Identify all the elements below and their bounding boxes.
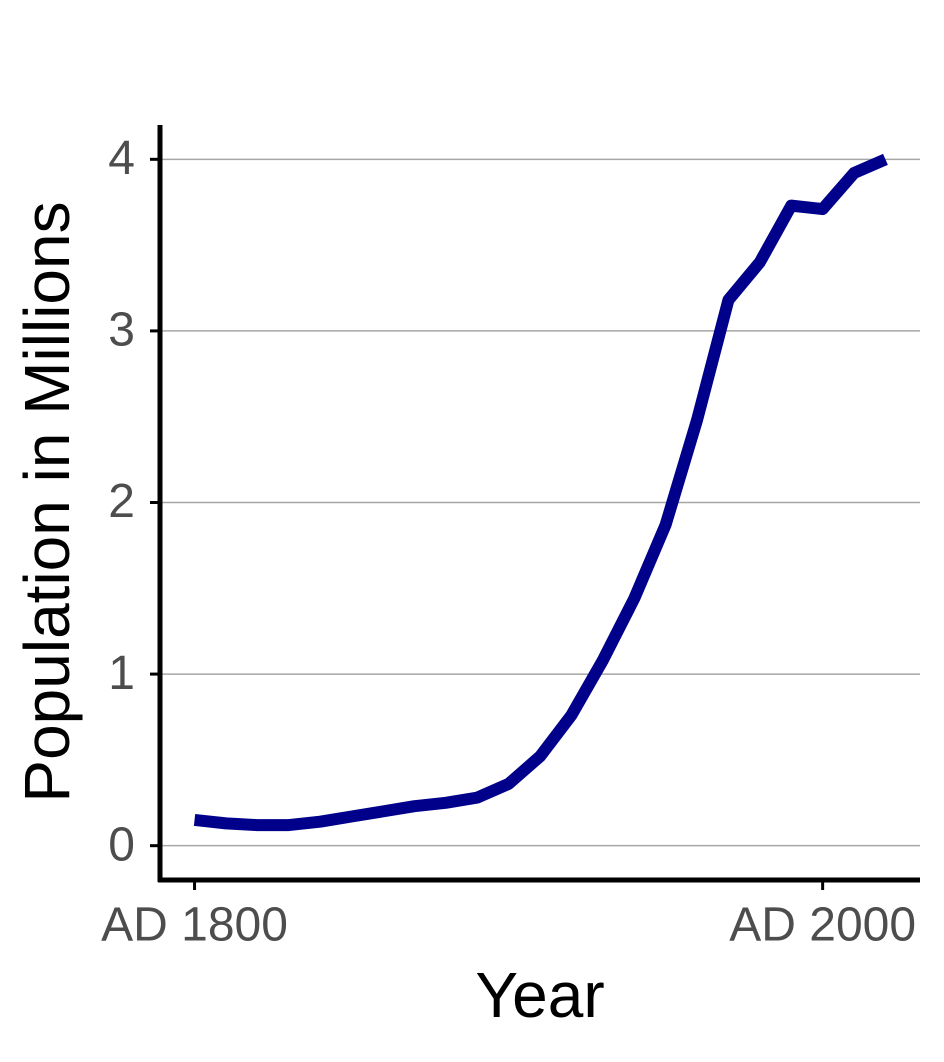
y-tick-label: 1 bbox=[108, 647, 135, 700]
y-tick-label: 4 bbox=[108, 132, 135, 185]
y-tick-label: 0 bbox=[108, 818, 135, 871]
y-axis-title: Population in Millions bbox=[11, 201, 83, 802]
x-tick-label: AD 2000 bbox=[729, 899, 916, 952]
y-tick-label: 3 bbox=[108, 304, 135, 357]
x-axis-title: Year bbox=[475, 959, 604, 1031]
x-tick-label: AD 1800 bbox=[101, 899, 288, 952]
line bbox=[193, 153, 888, 832]
y-tick-label: 2 bbox=[108, 475, 135, 528]
